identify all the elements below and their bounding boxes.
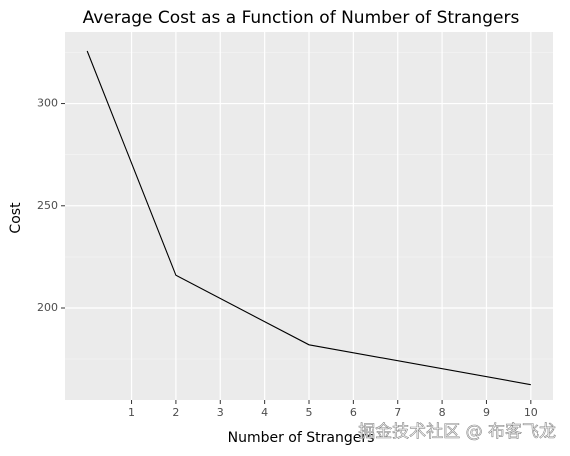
x-tick-label: 8 bbox=[439, 406, 446, 419]
x-tick-label: 2 bbox=[172, 406, 179, 419]
x-tick-label: 1 bbox=[128, 406, 135, 419]
x-tick-label: 9 bbox=[483, 406, 490, 419]
y-tick-label: 200 bbox=[37, 301, 58, 314]
x-tick-label: 3 bbox=[217, 406, 224, 419]
y-tick-label: 300 bbox=[37, 97, 58, 110]
chart-title: Average Cost as a Function of Number of … bbox=[83, 8, 520, 28]
watermark: 掘金技术社区 @ 布客飞龙 bbox=[358, 422, 556, 442]
y-tick-label: 250 bbox=[37, 199, 58, 212]
x-tick-label: 4 bbox=[261, 406, 268, 419]
x-tick-label: 7 bbox=[394, 406, 401, 419]
x-tick-label: 6 bbox=[350, 406, 357, 419]
line bbox=[86, 50, 531, 386]
x-axis-label: Number of Strangers bbox=[228, 430, 375, 446]
x-tick-label: 10 bbox=[524, 406, 538, 419]
y-axis-label: Cost bbox=[8, 202, 24, 234]
x-tick-label: 5 bbox=[306, 406, 313, 419]
